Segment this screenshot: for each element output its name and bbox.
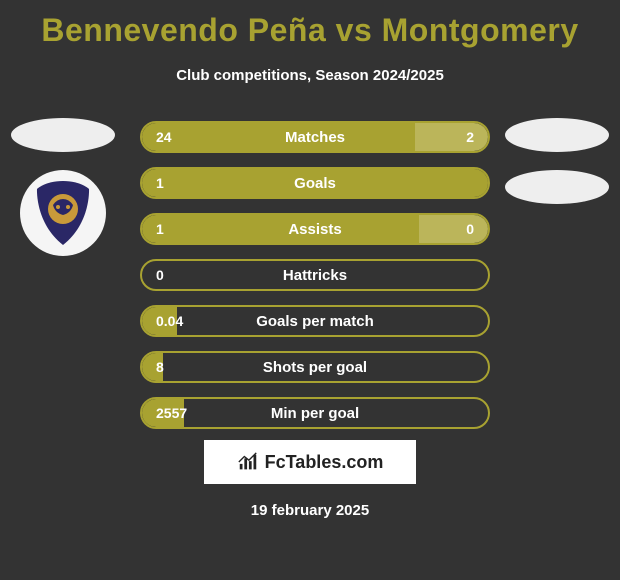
club-badge-placeholder-right — [505, 170, 609, 204]
stat-label: Assists — [142, 221, 488, 238]
left-player-column — [8, 118, 118, 256]
footer-date: 19 february 2025 — [0, 502, 620, 519]
stat-row: Matches24 2 — [140, 121, 490, 153]
stat-label: Matches — [142, 129, 488, 146]
stat-label: Goals per match — [142, 313, 488, 330]
club-badge-left — [20, 170, 106, 256]
pumas-crest-icon — [33, 179, 93, 247]
player-photo-placeholder-left — [11, 118, 115, 152]
stat-value-left: 1 — [156, 175, 164, 191]
stat-value-left: 0 — [156, 267, 164, 283]
source-logo-text: FcTables.com — [265, 452, 384, 473]
source-logo-box: FcTables.com — [204, 440, 416, 484]
stat-value-right: 2 — [466, 129, 474, 145]
stat-value-left: 0.04 — [156, 313, 183, 329]
stat-value-left: 8 — [156, 359, 164, 375]
stat-label: Goals — [142, 175, 488, 192]
chart-icon — [237, 451, 259, 473]
stat-value-left: 1 — [156, 221, 164, 237]
stat-row: Goals1 — [140, 167, 490, 199]
page-title: Bennevendo Peña vs Montgomery — [0, 0, 620, 49]
player-photo-placeholder-right — [505, 118, 609, 152]
stat-label: Hattricks — [142, 267, 488, 284]
stat-value-left: 24 — [156, 129, 172, 145]
stat-value-left: 2557 — [156, 405, 187, 421]
comparison-bars: Matches242Goals1Assists10Hattricks0Goals… — [140, 121, 490, 443]
stat-row: Shots per goal8 — [140, 351, 490, 383]
stat-label: Min per goal — [142, 405, 488, 422]
stat-row: Assists1 0 — [140, 213, 490, 245]
stat-label: Shots per goal — [142, 359, 488, 376]
stat-row: Min per goal2557 — [140, 397, 490, 429]
stat-value-right: 0 — [466, 221, 474, 237]
stat-row: Goals per match0.04 — [140, 305, 490, 337]
stat-row: Hattricks0 — [140, 259, 490, 291]
right-player-column — [502, 118, 612, 204]
page-subtitle: Club competitions, Season 2024/2025 — [0, 67, 620, 84]
